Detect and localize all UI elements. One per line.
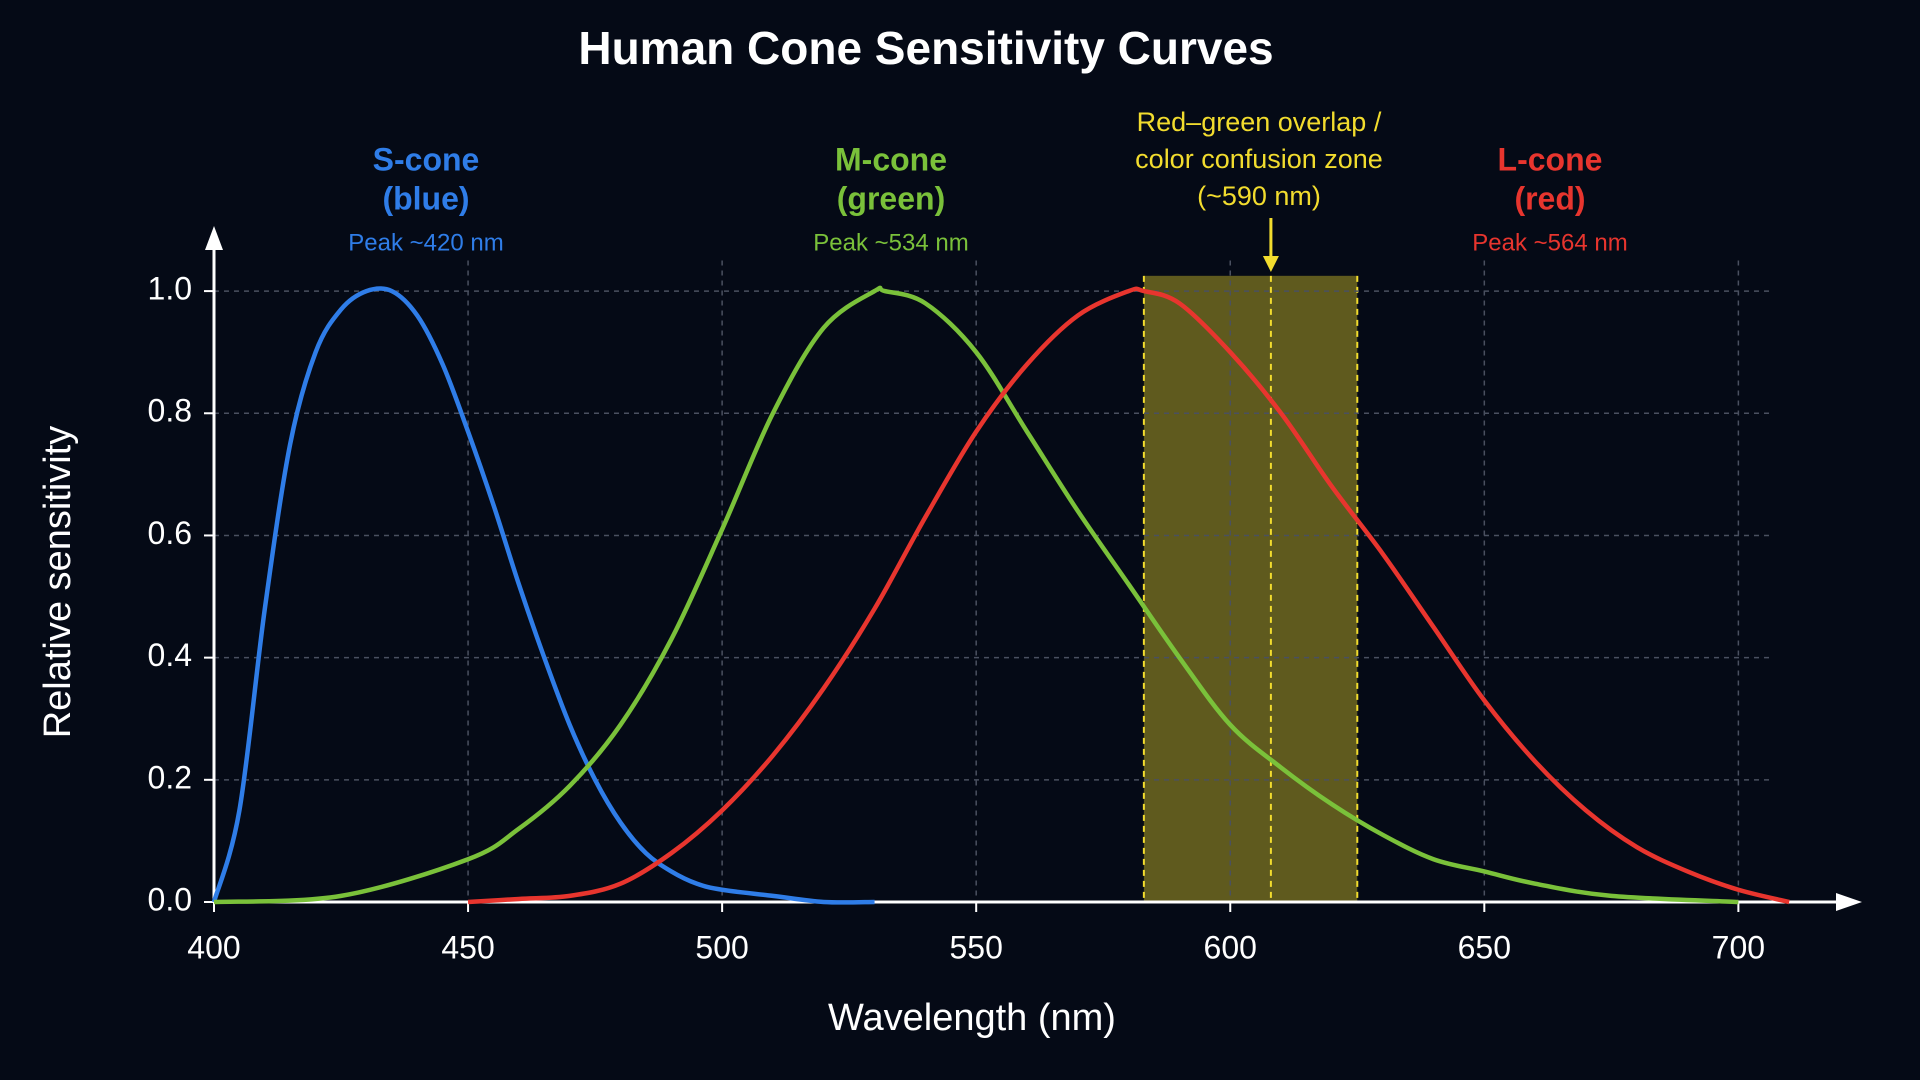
y-tick-label: 0.2 bbox=[148, 759, 192, 795]
x-axis-label: Wavelength (nm) bbox=[828, 997, 1116, 1039]
y-tick-label: 0.6 bbox=[148, 515, 192, 551]
band-annotation: color confusion zone bbox=[1135, 144, 1383, 174]
annotation-arrowhead bbox=[1262, 256, 1279, 272]
y-axis-arrow bbox=[205, 226, 223, 250]
x-tick-label: 400 bbox=[187, 929, 240, 965]
series-subtitle: (blue) bbox=[382, 180, 469, 216]
series-name: M-cone bbox=[835, 141, 947, 177]
x-tick-label: 650 bbox=[1458, 929, 1511, 965]
series-subtitle: (green) bbox=[837, 180, 945, 216]
confusion-band bbox=[1143, 275, 1358, 902]
peak-label: Peak ~420 nm bbox=[348, 229, 503, 256]
series-line bbox=[467, 286, 1790, 905]
y-tick-label: 0.4 bbox=[148, 637, 192, 673]
x-tick-label: 700 bbox=[1712, 929, 1765, 965]
x-tick-label: 600 bbox=[1204, 929, 1257, 965]
x-tick-label: 500 bbox=[695, 929, 748, 965]
series-line bbox=[211, 286, 875, 905]
peak-label: Peak ~534 nm bbox=[813, 229, 968, 256]
x-axis-arrow bbox=[1836, 893, 1862, 911]
series-name: L-cone bbox=[1498, 141, 1603, 177]
y-axis-label: Relative sensitivity bbox=[37, 426, 79, 739]
peak-label: Peak ~564 nm bbox=[1472, 229, 1627, 256]
x-tick-label: 450 bbox=[441, 929, 494, 965]
band-annotation: Red–green overlap / bbox=[1137, 107, 1382, 137]
band-annotation: (~590 nm) bbox=[1197, 181, 1321, 211]
x-tick-label: 550 bbox=[949, 929, 1002, 965]
y-tick-label: 1.0 bbox=[148, 271, 192, 307]
series-line bbox=[213, 285, 1739, 905]
y-tick-label: 0.8 bbox=[148, 393, 192, 429]
series-subtitle: (red) bbox=[1514, 180, 1585, 216]
chart-title: Human Cone Sensitivity Curves bbox=[578, 22, 1273, 74]
series-name: S-cone bbox=[373, 141, 480, 177]
y-tick-label: 0.0 bbox=[148, 881, 192, 917]
